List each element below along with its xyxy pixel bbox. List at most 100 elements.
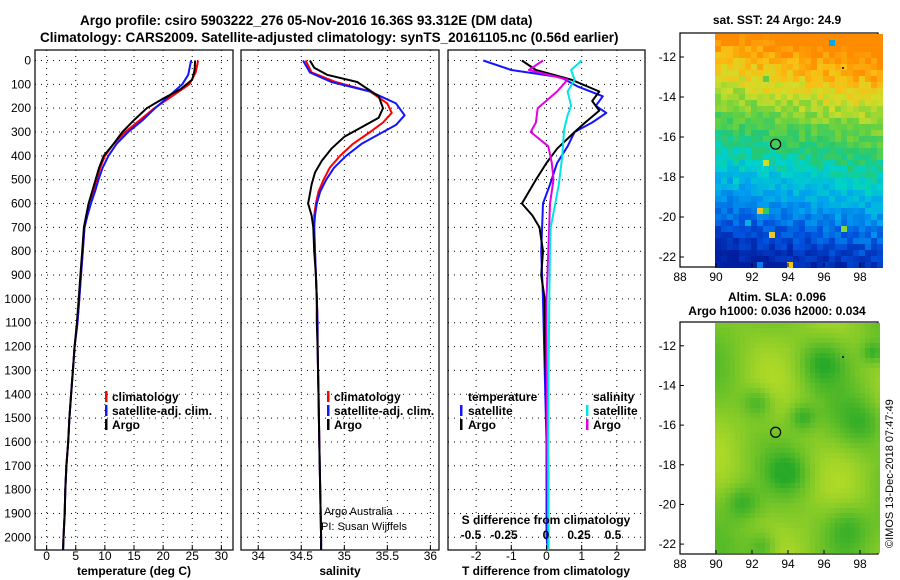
sst-cell	[835, 184, 841, 190]
sla-cell	[725, 488, 730, 493]
sst-cell	[865, 208, 871, 214]
sst-cell	[835, 208, 841, 214]
sst-cell	[805, 220, 811, 226]
sla-cell	[755, 453, 760, 458]
sst-cell	[847, 178, 853, 184]
sla-cell	[875, 513, 880, 518]
sla-cell	[735, 383, 740, 388]
sla-cell	[760, 338, 765, 343]
sla-cell	[875, 358, 880, 363]
sla-cell	[730, 368, 735, 373]
sst-cell	[817, 262, 823, 268]
sla-cell	[810, 428, 815, 433]
sst-cell	[847, 40, 853, 46]
sla-cell	[805, 323, 810, 328]
sla-cell	[835, 348, 840, 353]
sst-cell	[793, 106, 799, 112]
sst-cell	[823, 58, 829, 64]
sla-cell	[830, 423, 835, 428]
sla-cell	[715, 363, 720, 368]
sla-cell	[800, 368, 805, 373]
sla-cell	[830, 398, 835, 403]
sst-cell	[829, 196, 835, 202]
sst-cell	[811, 34, 817, 40]
sla-cell	[840, 483, 845, 488]
sla-cell	[730, 438, 735, 443]
sst-cell	[847, 130, 853, 136]
sst-cell	[751, 136, 757, 142]
sla-cell	[865, 443, 870, 448]
sst-cell	[835, 190, 841, 196]
sla-cell	[805, 433, 810, 438]
sla-cell	[770, 483, 775, 488]
sla-cell	[745, 463, 750, 468]
sst-cell	[859, 250, 865, 256]
sst-cell	[733, 100, 739, 106]
sst-cell	[817, 64, 823, 70]
sla-cell	[735, 373, 740, 378]
sst-cell	[757, 76, 763, 82]
sla-cell	[805, 428, 810, 433]
track-dot	[842, 356, 844, 358]
sst-cell	[721, 142, 727, 148]
sla-cell	[830, 488, 835, 493]
sst-cell	[835, 64, 841, 70]
sst-cell	[739, 76, 745, 82]
sla-cell	[830, 323, 835, 328]
sst-cell	[799, 94, 805, 100]
sla-cell	[865, 378, 870, 383]
sla-cell	[770, 388, 775, 393]
sst-cell	[775, 184, 781, 190]
sst-cell	[787, 208, 793, 214]
sst-cell	[859, 40, 865, 46]
sla-cell	[780, 423, 785, 428]
sla-cell	[760, 503, 765, 508]
sst-cell	[817, 58, 823, 64]
sla-cell	[770, 373, 775, 378]
sst-cell	[865, 166, 871, 172]
sst-cell	[769, 202, 775, 208]
sla-cell	[870, 533, 875, 538]
sla-cell	[785, 488, 790, 493]
sla-cell	[745, 328, 750, 333]
sla-cell	[840, 458, 845, 463]
sla-cell	[875, 343, 880, 348]
sla-cell	[755, 338, 760, 343]
sla-cell	[785, 413, 790, 418]
sla-cell	[735, 358, 740, 363]
sla-cell	[805, 543, 810, 548]
sst-cell	[847, 136, 853, 142]
sst-cell	[763, 154, 769, 160]
sla-cell	[810, 373, 815, 378]
sla-cell	[820, 323, 825, 328]
sla-cell	[715, 393, 720, 398]
sla-cell	[840, 448, 845, 453]
sst-cell	[865, 178, 871, 184]
sst-cell	[853, 232, 859, 238]
sla-cell	[835, 398, 840, 403]
sla-cell	[815, 353, 820, 358]
sla-cell	[800, 493, 805, 498]
legend-label-satellite: satellite-adj. clim.	[112, 404, 212, 418]
sla-cell	[840, 338, 845, 343]
sst-cell	[775, 40, 781, 46]
sla-cell	[845, 378, 850, 383]
sla-cell	[770, 478, 775, 483]
sst-cell	[811, 70, 817, 76]
sst-cell	[817, 100, 823, 106]
sla-cell	[715, 358, 720, 363]
sla-cell	[860, 433, 865, 438]
sla-cell	[830, 538, 835, 543]
sst-cell	[853, 58, 859, 64]
sst-cell	[757, 124, 763, 130]
sst-cell	[829, 202, 835, 208]
sla-cell	[730, 333, 735, 338]
sla-cell	[760, 538, 765, 543]
sst-cell	[859, 208, 865, 214]
sla-cell	[755, 478, 760, 483]
sst-cell	[877, 208, 883, 214]
sla-cell	[815, 378, 820, 383]
sst-cell	[751, 250, 757, 256]
sla-cell	[790, 333, 795, 338]
sla-cell	[810, 358, 815, 363]
